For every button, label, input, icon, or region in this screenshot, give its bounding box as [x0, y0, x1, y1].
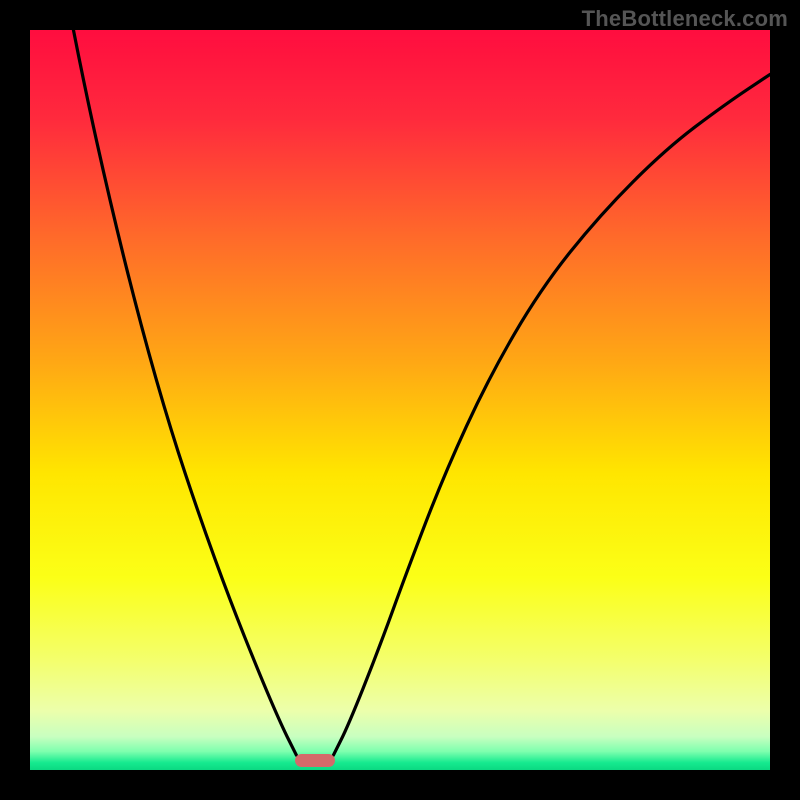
plot-area — [30, 30, 770, 770]
bottleneck-chart-root: TheBottleneck.com — [0, 0, 800, 800]
bottleneck-curve-svg — [30, 30, 770, 770]
curve-left-branch — [30, 30, 296, 755]
curve-right-branch — [333, 74, 770, 755]
bottleneck-marker — [295, 754, 336, 767]
watermark-text: TheBottleneck.com — [582, 6, 788, 32]
